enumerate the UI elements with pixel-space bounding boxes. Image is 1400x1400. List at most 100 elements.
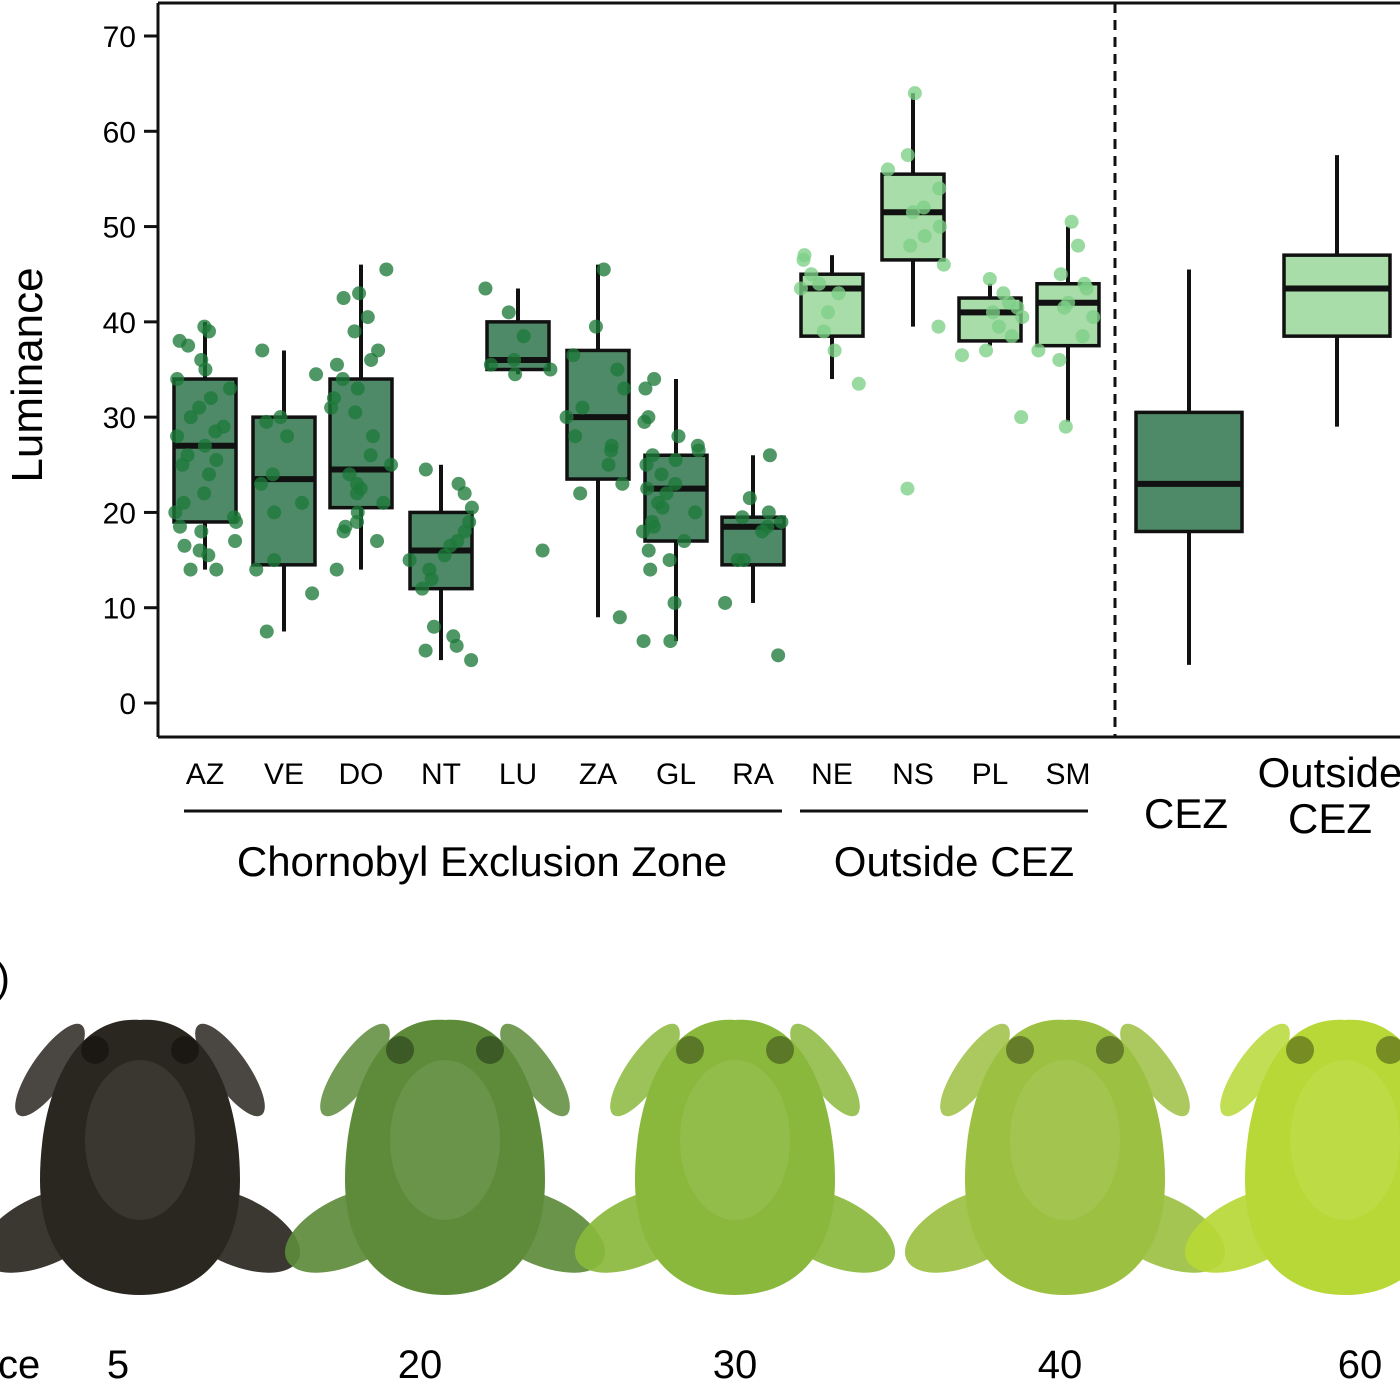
- frog-image-40: [904, 1019, 1226, 1295]
- y-tick-label-60: 60: [103, 116, 136, 149]
- frog-image-5: [0, 1019, 301, 1295]
- frog-luminance-label-40: 40: [1038, 1343, 1083, 1387]
- point-az-26: [228, 534, 243, 549]
- point-ns-2: [880, 162, 895, 177]
- frog-luminance-label-20: 20: [398, 1343, 443, 1387]
- category-label-sm: SM: [1046, 758, 1091, 791]
- point-za-1: [588, 319, 603, 334]
- population-boxes: [172, 93, 1101, 661]
- point-ne-5: [831, 286, 846, 301]
- point-gl-8: [668, 453, 683, 468]
- frog-body: [345, 1019, 545, 1295]
- point-ve-7: [295, 495, 310, 510]
- frog-eye: [171, 1036, 199, 1064]
- frog-eye: [476, 1036, 504, 1064]
- point-ns-7: [917, 229, 932, 244]
- point-do-26: [329, 562, 344, 577]
- y-tick-label-30: 30: [103, 402, 136, 435]
- point-za-4: [617, 381, 632, 396]
- point-nt-13: [426, 619, 441, 634]
- point-do-20: [376, 495, 391, 510]
- point-nt-0: [418, 462, 433, 477]
- point-ra-3: [735, 510, 750, 525]
- point-ra-2: [761, 505, 776, 520]
- frog-image-30: [574, 1019, 896, 1295]
- point-gl-3: [637, 414, 652, 429]
- point-do-14: [363, 448, 378, 463]
- y-axis-label: Luminance: [3, 267, 52, 482]
- frog-images: 5 20 30 40 60: [0, 1019, 1400, 1387]
- frog-highlight: [390, 1060, 500, 1220]
- point-az-27: [177, 538, 192, 553]
- point-az-13: [170, 429, 185, 444]
- point-ve-1: [309, 367, 324, 382]
- point-ve-11: [305, 586, 320, 601]
- point-nt-16: [418, 643, 433, 658]
- category-label-za: ZA: [579, 758, 617, 791]
- point-gl-6: [691, 443, 706, 458]
- point-za-10: [601, 457, 616, 472]
- point-ns-0: [907, 86, 922, 101]
- point-gl-10: [654, 467, 669, 482]
- panel-letter-fragment: ): [0, 954, 10, 1001]
- frog-front-leg: [610, 1023, 680, 1117]
- point-gl-4: [671, 429, 686, 444]
- point-sm-11: [1058, 419, 1073, 434]
- frog-front-leg: [500, 1023, 570, 1117]
- point-pl-10: [1014, 410, 1029, 425]
- y-tick-label-40: 40: [103, 307, 136, 340]
- point-gl-24: [667, 595, 682, 610]
- point-pl-8: [979, 343, 994, 358]
- frog-highlight: [85, 1060, 195, 1220]
- point-sm-10: [1052, 352, 1067, 367]
- frog-eye: [1096, 1036, 1124, 1064]
- frog-eye: [1286, 1036, 1314, 1064]
- point-za-9: [604, 443, 619, 458]
- point-ra-0: [762, 448, 777, 463]
- point-za-2: [566, 348, 581, 363]
- point-ve-5: [265, 467, 280, 482]
- category-label-ra: RA: [732, 758, 774, 791]
- point-ne-9: [851, 376, 866, 391]
- point-do-22: [349, 514, 364, 529]
- point-pl-4: [985, 305, 1000, 320]
- frog-image-20: [284, 1019, 606, 1295]
- frog-luminance-label-5: 5: [107, 1343, 129, 1387]
- point-gl-13: [659, 486, 674, 501]
- frog-highlight: [680, 1060, 790, 1220]
- frog-luminance-label-30: 30: [713, 1343, 758, 1387]
- point-lu-6: [508, 367, 523, 382]
- point-nt-9: [402, 553, 417, 568]
- point-gl-22: [662, 553, 677, 568]
- point-ne-1: [796, 252, 811, 267]
- y-axis-ticks: 0 10 20 30 40 50 60 70: [103, 21, 158, 721]
- point-az-5: [198, 362, 213, 377]
- point-nt-15: [449, 638, 464, 653]
- point-az-18: [201, 467, 216, 482]
- point-ns-11: [900, 481, 915, 496]
- point-az-30: [209, 562, 224, 577]
- point-pl-0: [982, 271, 997, 286]
- point-pl-9: [954, 348, 969, 363]
- point-sm-9: [1031, 343, 1046, 358]
- point-nt-3: [464, 500, 479, 515]
- point-az-6: [170, 372, 185, 387]
- point-gl-12: [640, 481, 655, 496]
- category-label-gl: GL: [656, 758, 696, 791]
- point-do-1: [352, 286, 367, 301]
- point-ve-9: [267, 553, 282, 568]
- point-ra-9: [718, 595, 733, 610]
- point-az-14: [197, 438, 212, 453]
- point-lu-5: [543, 362, 558, 377]
- point-do-24: [336, 524, 351, 539]
- pooled-label-0: CEZ: [1144, 790, 1228, 837]
- point-ra-1: [742, 491, 757, 506]
- point-az-8: [203, 391, 218, 406]
- point-sm-0: [1064, 214, 1079, 229]
- point-sm-7: [1086, 310, 1101, 325]
- point-do-3: [360, 310, 375, 325]
- category-label-ve: VE: [264, 758, 304, 791]
- point-do-13: [365, 429, 380, 444]
